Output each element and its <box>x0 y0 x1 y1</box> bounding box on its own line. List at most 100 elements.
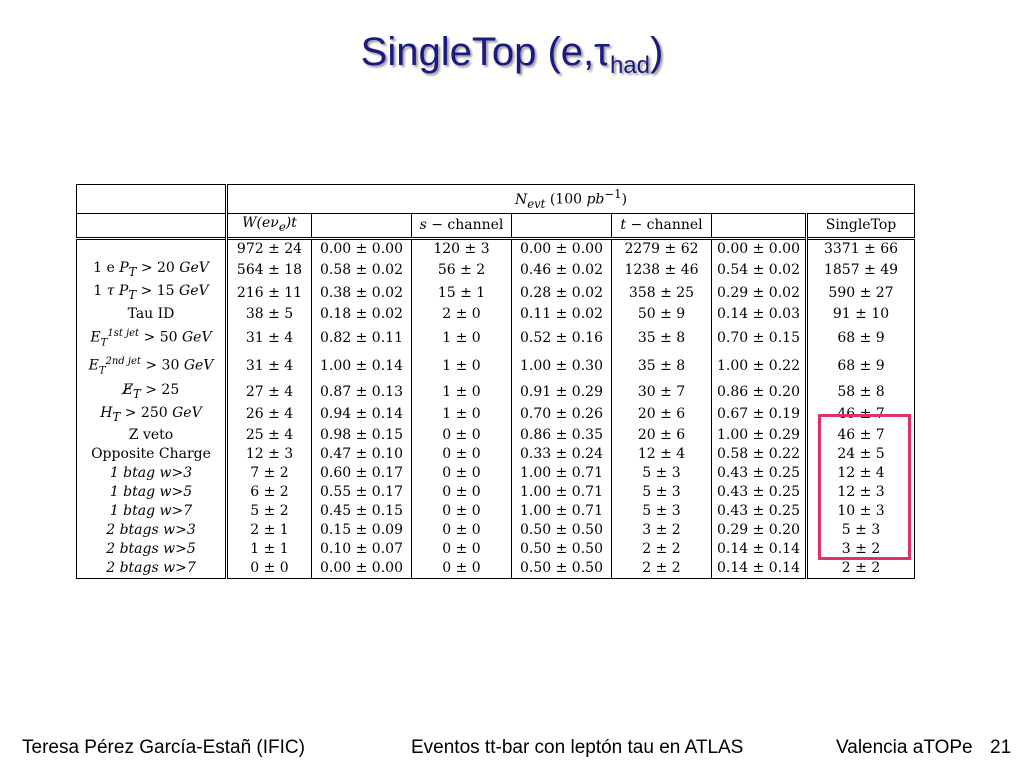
table-cell: 1238 ± 46 <box>611 259 712 283</box>
table-cell: 0.14 ± 0.03 <box>711 304 807 324</box>
table-cell: 0.00 ± 0.00 <box>311 559 412 579</box>
results-table: Nevt (100 pb−1) W(eνe)t s − channel t − … <box>76 184 916 580</box>
table-row: 1 btag w>7 5 ± 2 0.45 ± 0.15 0 ± 0 1.00 ± 0.… <box>76 502 915 522</box>
table-cell: 2 ± 1 <box>250 522 289 539</box>
table-cell: 0 ± 0 <box>411 521 512 541</box>
table-cell: 12 ± 4 <box>804 464 915 484</box>
table-cell: 0.38 ± 0.02 <box>311 282 412 305</box>
table-cell: 3371 ± 66 <box>804 237 915 260</box>
row-label: E̸T > 25 <box>76 380 228 404</box>
table-cell: 358 ± 25 <box>611 282 712 305</box>
results-table-container: Nevt (100 pb−1) W(eνe)t s − channel t − … <box>76 184 916 580</box>
table-cell: 5 ± 3 <box>611 464 712 484</box>
table-row: 1 btag w>3 7 ± 2 0.60 ± 0.17 0 ± 0 1.00 ± 0.… <box>76 464 915 484</box>
table-row: Tau ID 38 ± 5 0.18 ± 0.02 2 ± 0 0.11 ± 0.02 5… <box>76 304 915 324</box>
table-cell: 38 ± 5 <box>245 305 294 322</box>
row-label: ET2nd jet > 30 GeV <box>76 352 228 381</box>
table-cell: 2 ± 2 <box>611 559 712 579</box>
table-cell: 3 ± 2 <box>804 540 915 560</box>
table-row: 1 τ PT > 15 GeV 216 ± 11 0.38 ± 0.02 15 ± 1… <box>76 282 915 305</box>
table-cell: 5 ± 3 <box>611 483 712 503</box>
table-cell: 1 ± 1 <box>250 541 289 558</box>
row-label: 1 e PT > 20 GeV <box>76 259 228 283</box>
table-cell: 1 ± 0 <box>411 403 512 427</box>
table-cell: 0.14 ± 0.14 <box>711 559 807 579</box>
table-cell: 0.29 ± 0.02 <box>711 282 807 305</box>
header-s-channel: s − channel <box>411 213 512 239</box>
table-row: Opposite Charge 12 ± 3 0.47 ± 0.10 0 ± 0 0.3… <box>76 445 915 465</box>
row-label: ET1st jet > 50 GeV <box>76 323 228 353</box>
footer-event: Valencia aTOPe <box>836 737 973 758</box>
table-cell: 0.50 ± 0.50 <box>511 521 612 541</box>
table-cell: 26 ± 4 <box>245 406 294 423</box>
table-cell: 0.60 ± 0.17 <box>311 464 412 484</box>
table-cell: 1 ± 0 <box>411 380 512 404</box>
table-cell: 6 ± 2 <box>250 484 289 501</box>
table-cell: 0 ± 0 <box>411 426 512 446</box>
table-cell: 0 ± 0 <box>250 560 289 577</box>
table-cell: 0.98 ± 0.15 <box>311 426 412 446</box>
table-cell: 0.45 ± 0.15 <box>311 502 412 522</box>
table-cell: 31 ± 4 <box>245 358 294 375</box>
table-cell: 0.18 ± 0.02 <box>311 304 412 324</box>
row-label: Z veto <box>76 426 228 446</box>
header-t-channel: t − channel <box>611 213 712 239</box>
table-cell: 0.82 ± 0.11 <box>311 323 412 353</box>
table-cell: 0 ± 0 <box>411 502 512 522</box>
table-cell: 0.33 ± 0.24 <box>511 445 612 465</box>
table-cell: 0 ± 0 <box>411 559 512 579</box>
table-row: 2 btags w>7 0 ± 0 0.00 ± 0.00 0 ± 0 0.50 ± 0… <box>76 559 915 579</box>
slide-title: SingleTop (e,τhad) <box>360 30 664 79</box>
table-cell: 46 ± 7 <box>804 426 915 446</box>
table-row: 1 btag w>5 6 ± 2 0.55 ± 0.17 0 ± 0 1.00 ± 0.… <box>76 483 915 503</box>
table-cell: 1.00 ± 0.22 <box>711 352 807 381</box>
table-cell: 5 ± 3 <box>804 521 915 541</box>
table-row: 2 btags w>5 1 ± 1 0.10 ± 0.07 0 ± 0 0.50 ± 0… <box>76 540 915 560</box>
table-cell: 590 ± 27 <box>804 282 915 305</box>
table-cell: 31 ± 4 <box>245 329 294 346</box>
row-label: Tau ID <box>76 304 228 324</box>
table-cell: 0 ± 0 <box>411 445 512 465</box>
row-label: 2 btags w>7 <box>76 559 228 579</box>
table-cell: 0.46 ± 0.02 <box>511 259 612 283</box>
table-row: Z veto 25 ± 4 0.98 ± 0.15 0 ± 0 0.86 ± 0.35 2… <box>76 426 915 446</box>
row-label: Opposite Charge <box>76 445 228 465</box>
row-label: 2 btags w>3 <box>76 521 228 541</box>
table-cell: 30 ± 7 <box>611 380 712 404</box>
table-row: E̸T > 25 27 ± 4 0.87 ± 0.13 1 ± 0 0.91 ± 0.2… <box>76 380 915 404</box>
table-cell: 12 ± 4 <box>611 445 712 465</box>
table-cell: 0.47 ± 0.10 <box>311 445 412 465</box>
table-cell: 5 ± 2 <box>250 503 289 520</box>
table-cell: 0.70 ± 0.26 <box>511 403 612 427</box>
table-cell: 2 ± 2 <box>611 540 712 560</box>
table-cell: 50 ± 9 <box>611 304 712 324</box>
table-cell: 120 ± 3 <box>411 237 512 260</box>
table-cell: 1857 ± 49 <box>804 259 915 283</box>
table-cell: 0.00 ± 0.00 <box>711 237 807 260</box>
table-cell: 0.87 ± 0.13 <box>311 380 412 404</box>
table-cell: 68 ± 9 <box>804 323 915 353</box>
table-cell: 0.58 ± 0.02 <box>311 259 412 283</box>
table-cell: 0.15 ± 0.09 <box>311 521 412 541</box>
header-nevt: Nevt (100 pb−1) <box>226 184 915 215</box>
table-cell: 0.91 ± 0.29 <box>511 380 612 404</box>
table-cell: 35 ± 8 <box>611 323 712 353</box>
table-cell: 1 ± 0 <box>411 352 512 381</box>
table-cell: 0.70 ± 0.15 <box>711 323 807 353</box>
table-cell: 2279 ± 62 <box>611 237 712 260</box>
table-cell: 68 ± 9 <box>804 352 915 381</box>
row-label: 1 btag w>7 <box>76 502 228 522</box>
table-cell: 91 ± 10 <box>804 304 915 324</box>
table-cell: 12 ± 3 <box>804 483 915 503</box>
table-cell: 0.55 ± 0.17 <box>311 483 412 503</box>
table-cell: 0.50 ± 0.50 <box>511 559 612 579</box>
table-cell: 27 ± 4 <box>245 383 294 400</box>
table-cell: 3 ± 2 <box>611 521 712 541</box>
table-cell: 0.00 ± 0.00 <box>311 237 412 260</box>
table-row: 2 btags w>3 2 ± 1 0.15 ± 0.09 0 ± 0 0.50 ± 0… <box>76 521 915 541</box>
table-cell: 0.28 ± 0.02 <box>511 282 612 305</box>
table-cell: 1.00 ± 0.30 <box>511 352 612 381</box>
table-cell: 0.50 ± 0.50 <box>511 540 612 560</box>
table-body: 972 ± 24 0.00 ± 0.00 120 ± 3 0.00 ± 0.00 227… <box>76 237 915 579</box>
footer-author: Teresa Pérez García-Estañ (IFIC) <box>22 737 305 758</box>
